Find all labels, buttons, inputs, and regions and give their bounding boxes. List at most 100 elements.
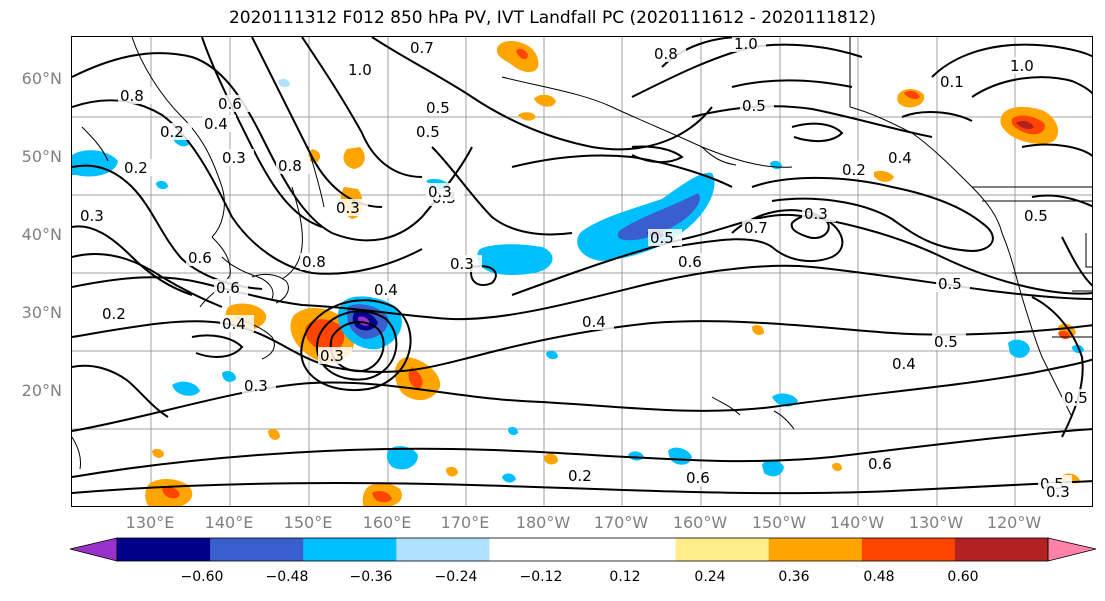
colorbar-tick-label: −0.48 [265, 569, 309, 585]
contour-label-bg [938, 73, 972, 90]
lon-label: 140°W [829, 513, 885, 532]
colorbar-swatch [954, 538, 1049, 561]
contour-label: 0.5 [1064, 389, 1088, 407]
contour-label-bg [566, 467, 600, 484]
contour-label: 0.4 [204, 115, 228, 133]
contour-label: 0.4 [582, 313, 606, 331]
contour-label-bg [318, 347, 352, 364]
contour-label-bg [122, 159, 156, 176]
colorbar-swatch [582, 538, 677, 561]
contour-label: 0.2 [842, 161, 866, 179]
contour-label-bg [1044, 483, 1078, 500]
contour-label: 0.3 [336, 199, 360, 217]
lon-label: 170°E [440, 513, 490, 532]
contour-label-bg [652, 45, 686, 62]
contour-label-bg [118, 87, 152, 104]
contour-label: 1.0 [348, 61, 372, 79]
contour-label: 0.2 [124, 159, 148, 177]
contour-label-bg [214, 279, 248, 296]
contour-label: 0.3 [222, 149, 246, 167]
colorbar-swatch [675, 538, 770, 561]
lon-label: 170°W [593, 513, 649, 532]
contour-label: 0.5 [938, 275, 962, 293]
contour-label-bg [220, 149, 254, 166]
contour-label: 0.3 [450, 255, 474, 273]
contour-label: 0.6 [188, 249, 212, 267]
contour-label: 0.2 [568, 467, 592, 485]
map-canvas: 0.71.01.01.00.80.6 0.50.40.30.50.50.80.80… [72, 37, 1092, 506]
contour-label-bg [866, 455, 900, 472]
lon-label: 150°E [283, 513, 333, 532]
colorbar-tick-label: 0.24 [694, 569, 726, 585]
lon-label: 130°W [908, 513, 964, 532]
contour-label-bg [414, 123, 448, 140]
contour-label-bg [676, 253, 710, 270]
contour-label-bg [684, 469, 718, 486]
lat-label: 30°N [21, 303, 62, 322]
contour-label-bg [220, 315, 254, 332]
positive-pv-patch [872, 89, 925, 182]
contour-label-bg [1008, 57, 1042, 74]
contour-label: 0.7 [410, 39, 434, 57]
lon-label: 130°E [125, 513, 175, 532]
colorbar [69, 537, 1097, 562]
contour-label: 0.6 [686, 469, 710, 487]
figure-title: 2020111312 F012 850 hPa PV, IVT Landfall… [228, 8, 876, 28]
contour-label: 0.4 [374, 281, 398, 299]
contour-label-bg [426, 183, 460, 200]
contour-label: 0.8 [120, 87, 144, 105]
contour-label-bg [372, 281, 406, 298]
contour-label-bg [936, 275, 970, 292]
lat-label: 20°N [21, 381, 62, 400]
contour-label: 0.5 [742, 97, 766, 115]
colorbar-extend-min [69, 537, 118, 562]
contour-label-bg [886, 149, 920, 166]
contour-label: 1.0 [1010, 57, 1034, 75]
contour-label-bg [580, 313, 614, 330]
contour-label: 0.8 [302, 253, 326, 271]
contour-label: 0.2 [102, 305, 126, 323]
contour-label-bg [732, 37, 766, 52]
lon-label: 160°E [362, 513, 412, 532]
lat-label: 40°N [21, 225, 62, 244]
contour-label-bg [216, 95, 250, 112]
colorbar-extend-max [1047, 537, 1097, 562]
contour-label: 0.1 [940, 73, 964, 91]
coastlines [72, 37, 1092, 470]
colorbar-tick-label: 0.48 [863, 569, 895, 585]
contour-label: 0.3 [80, 207, 104, 225]
positive-pv-patch [496, 41, 556, 121]
contour-label: 0.5 [426, 99, 450, 117]
colorbar-tick-label: −0.12 [519, 569, 563, 585]
contour-label-bg [78, 207, 112, 224]
contour-label-bg [742, 219, 776, 236]
contour-label-bg [202, 115, 236, 132]
contour-label-bg [932, 333, 966, 350]
contour-label: 0.7 [744, 219, 768, 237]
lon-label: 180°W [515, 513, 571, 532]
contour-label: 0.3 [320, 347, 344, 365]
lat-label: 60°N [21, 69, 62, 88]
colorbar-tick-label: 0.12 [609, 569, 641, 585]
colorbar-swatch [489, 538, 583, 561]
contour-label-bg [1022, 207, 1056, 224]
contour-label: 0.5 [934, 333, 958, 351]
contour-label: 0.4 [222, 315, 246, 333]
lon-label: 140°E [204, 513, 254, 532]
contour-label-bg [334, 199, 368, 216]
lon-label: 160°W [672, 513, 728, 532]
contour-label: 0.3 [244, 377, 268, 395]
contour-label: 0.3 [804, 205, 828, 223]
colorbar-swatch [303, 538, 397, 561]
contour-label: 0.4 [888, 149, 912, 167]
contour-label: 1.0 [734, 37, 758, 53]
contour-label-bg [802, 205, 836, 222]
contour-label: 0.6 [678, 253, 702, 271]
contour-label: 0.3 [1046, 483, 1070, 501]
colorbar-tick-label: −0.36 [349, 569, 393, 585]
contour-label-bg [424, 99, 458, 116]
colorbar-swatch [396, 538, 490, 561]
contour-label: 0.5 [1024, 207, 1048, 225]
lon-label: 120°W [986, 513, 1042, 532]
contour-label-bg [448, 255, 482, 272]
